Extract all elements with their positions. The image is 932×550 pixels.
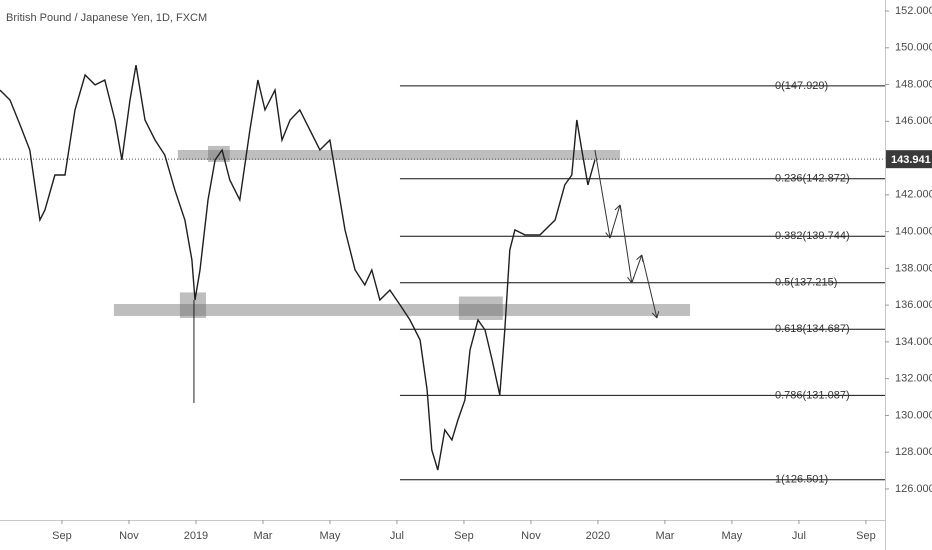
- x-tick-label: 2019: [184, 530, 208, 542]
- x-tick-label: Mar: [253, 530, 272, 542]
- fib-label: 0.786(131.087): [775, 389, 850, 401]
- x-tick-label: 2020: [586, 530, 610, 542]
- y-tick-label: 148.000: [895, 78, 932, 90]
- projection-arrow: [594, 149, 611, 239]
- y-tick-label: 128.000: [895, 446, 932, 458]
- x-tick-label: Mar: [655, 530, 674, 542]
- projection-arrow: [631, 254, 643, 284]
- x-tick-label: May: [722, 530, 743, 542]
- x-tick-label: Sep: [454, 530, 474, 542]
- y-tick-label: 140.000: [895, 226, 932, 238]
- arrow-head: [636, 254, 643, 260]
- x-tick-label: Sep: [52, 530, 72, 542]
- y-tick-label: 136.000: [895, 299, 932, 311]
- fib-label: 0(147.929): [775, 80, 828, 92]
- y-tick-label: 138.000: [895, 262, 932, 274]
- x-tick-label: May: [320, 530, 341, 542]
- fib-label: 0.382(139.744): [775, 230, 850, 242]
- x-tick-label: Nov: [119, 530, 139, 542]
- zone: [177, 149, 621, 160]
- x-tick-label: Sep: [856, 530, 876, 542]
- y-tick-label: 146.000: [895, 115, 932, 127]
- y-tick-label: 142.000: [895, 189, 932, 201]
- arrow-head: [614, 204, 621, 211]
- fib-label: 0.5(137.215): [775, 277, 837, 289]
- y-tick-label: 126.000: [895, 483, 932, 495]
- x-tick-label: Jul: [390, 530, 404, 542]
- price-line: [0, 64, 596, 471]
- arrow-head: [605, 232, 611, 239]
- chart-title: British Pound / Japanese Yen, 1D, FXCM: [6, 12, 207, 24]
- arrow-head: [651, 312, 658, 319]
- fib-label: 0.236(142.872): [775, 173, 850, 185]
- zone: [113, 304, 691, 316]
- fib-label: 1(126.501): [775, 474, 828, 486]
- y-tick-label: 150.000: [895, 42, 932, 54]
- y-tick-label: 134.000: [895, 336, 932, 348]
- y-tick-label: 152.000: [895, 5, 932, 17]
- current-price-box: [886, 150, 932, 169]
- projection-arrow: [609, 204, 621, 239]
- y-tick-label: 132.000: [895, 373, 932, 385]
- arrow-head: [656, 311, 660, 319]
- x-tick-label: Nov: [521, 530, 541, 542]
- projection-arrow: [641, 254, 658, 319]
- fib-label: 0.618(134.687): [775, 323, 850, 335]
- zone: [179, 292, 207, 318]
- zone: [458, 296, 503, 321]
- arrow-head: [627, 277, 633, 284]
- current-price-label: 143.941: [891, 154, 931, 166]
- y-tick-label: 130.000: [895, 409, 932, 421]
- x-tick-label: Jul: [792, 530, 806, 542]
- projection-arrow: [619, 204, 633, 283]
